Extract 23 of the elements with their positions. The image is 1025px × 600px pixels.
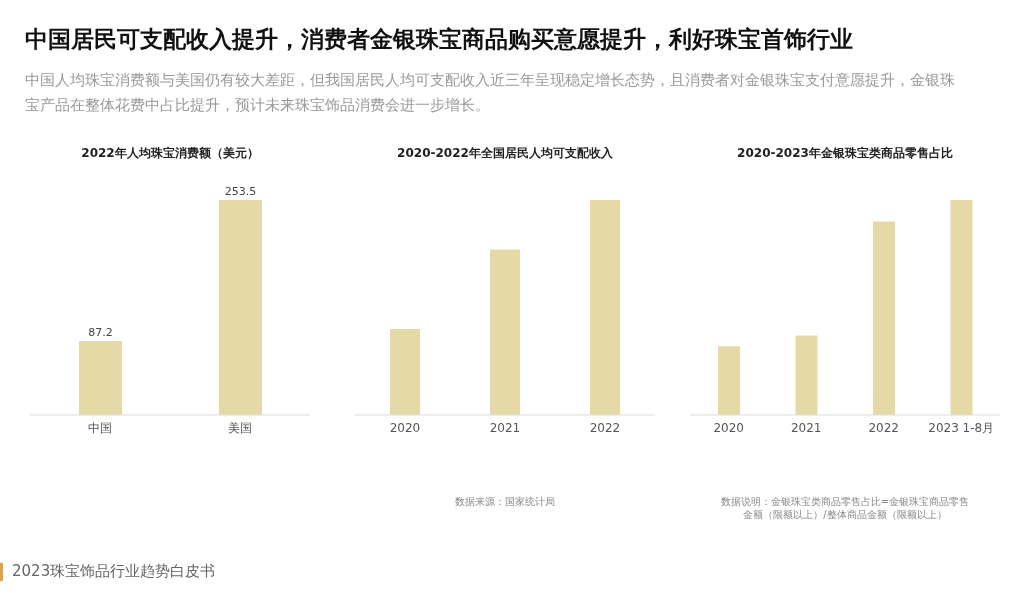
bar — [950, 200, 973, 415]
chart-title: 2022年人均珠宝消费额（美元） — [80, 145, 260, 162]
x-tick-label: 2020 — [389, 420, 421, 435]
x-tick-label: 中国 — [88, 420, 112, 435]
x-tick-label: 美国 — [228, 420, 252, 435]
x-tick-label: 2022 — [589, 420, 621, 435]
chart-title: 2020-2022年全国居民人均可支配收入 — [396, 145, 614, 162]
x-tick-label: 2020 — [713, 420, 745, 435]
text: 数据说明：金银珠宝类商品零售占比=金银珠宝商品零售金额（限额以上）/整体商品金额（限额以上） — [720, 495, 970, 521]
bar — [873, 221, 895, 415]
x-tick-label: 2021 — [790, 420, 822, 435]
bar — [795, 335, 818, 415]
source-note: 数据来源：国家统计局 — [454, 495, 556, 508]
x-tick-label: 2021 — [489, 420, 521, 435]
x-tick-label: 2022 — [868, 420, 900, 435]
data-label: 253.5 — [224, 185, 257, 198]
text: 中国居民可支配收入提升，消费者金银珠宝商品购买意愿提升，利好珠宝首饰行业 — [25, 25, 853, 54]
bar — [718, 346, 740, 415]
x-tick-label: 2023 1-8月 — [928, 420, 995, 435]
text: 2023珠宝饰品行业趋势白皮书 — [12, 562, 216, 581]
data-label: 87.2 — [88, 326, 113, 340]
chart-title: 2020-2023年金银珠宝类商品零售占比 — [736, 145, 954, 162]
text: 中国人均珠宝消费额与美国仍有较大差距，但我国居民人均可支配收入近三年呈现稳定增长态势，且消费者对金银珠宝支付意愿提升，金银珠宝产品在整体花费中占比提升，预计未来珠宝饰品消费会进一步增长。 — [25, 70, 956, 116]
